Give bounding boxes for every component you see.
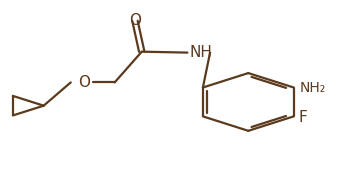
Text: F: F <box>299 110 308 125</box>
Text: NH: NH <box>189 45 212 60</box>
Text: NH₂: NH₂ <box>300 81 326 94</box>
Text: O: O <box>78 75 90 90</box>
Text: O: O <box>129 13 141 28</box>
